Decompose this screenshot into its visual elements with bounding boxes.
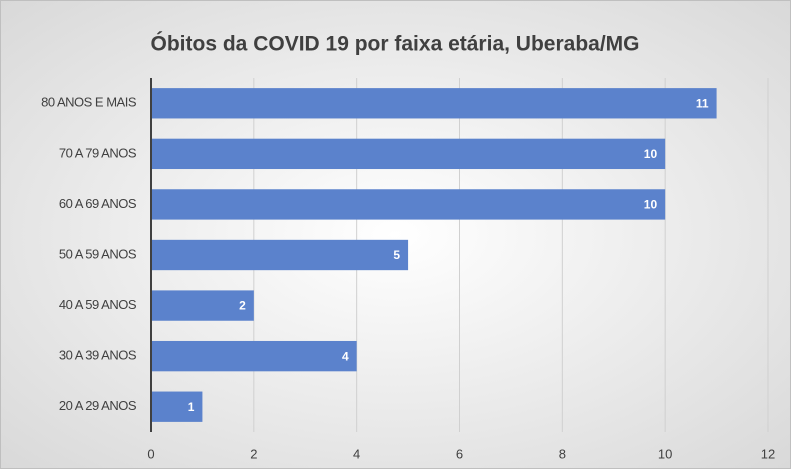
x-tick-label: 2: [250, 446, 257, 461]
chart-title: Óbitos da COVID 19 por faixa etária, Ube…: [151, 32, 640, 56]
y-tick-label: 80 ANOS E MAIS: [41, 95, 137, 110]
y-tick-label: 70 A 79 ANOS: [59, 145, 137, 160]
x-tick-label: 10: [658, 446, 672, 461]
bar: [151, 290, 254, 321]
data-label: 2: [239, 299, 246, 313]
data-label: 4: [342, 349, 349, 363]
data-label: 5: [393, 248, 400, 262]
x-tick-label: 0: [147, 446, 154, 461]
plot: 11 10 10 5 2 4 1: [151, 88, 717, 422]
bar: [151, 88, 717, 119]
x-tick-label: 6: [456, 446, 463, 461]
x-tick-label: 12: [761, 446, 775, 461]
bar: [151, 189, 666, 220]
x-tick-label: 4: [353, 446, 360, 461]
bar: [151, 138, 666, 170]
x-tick-label: 8: [559, 446, 566, 461]
data-label: 11: [696, 96, 709, 110]
y-tick-label: 20 A 29 ANOS: [59, 398, 137, 413]
grid: [253, 78, 769, 432]
data-label: 10: [644, 198, 658, 212]
bar: [151, 239, 409, 271]
y-tick-label: 60 A 69 ANOS: [59, 196, 137, 211]
y-tick-label: 40 A 59 ANOS: [59, 297, 137, 312]
data-label: 1: [188, 400, 195, 414]
bar: [151, 391, 203, 422]
data-label: 10: [644, 147, 658, 161]
bar: [151, 340, 357, 372]
y-tick-label: 30 A 39 ANOS: [59, 348, 137, 363]
y-tick-label: 50 A 59 ANOS: [59, 246, 137, 261]
